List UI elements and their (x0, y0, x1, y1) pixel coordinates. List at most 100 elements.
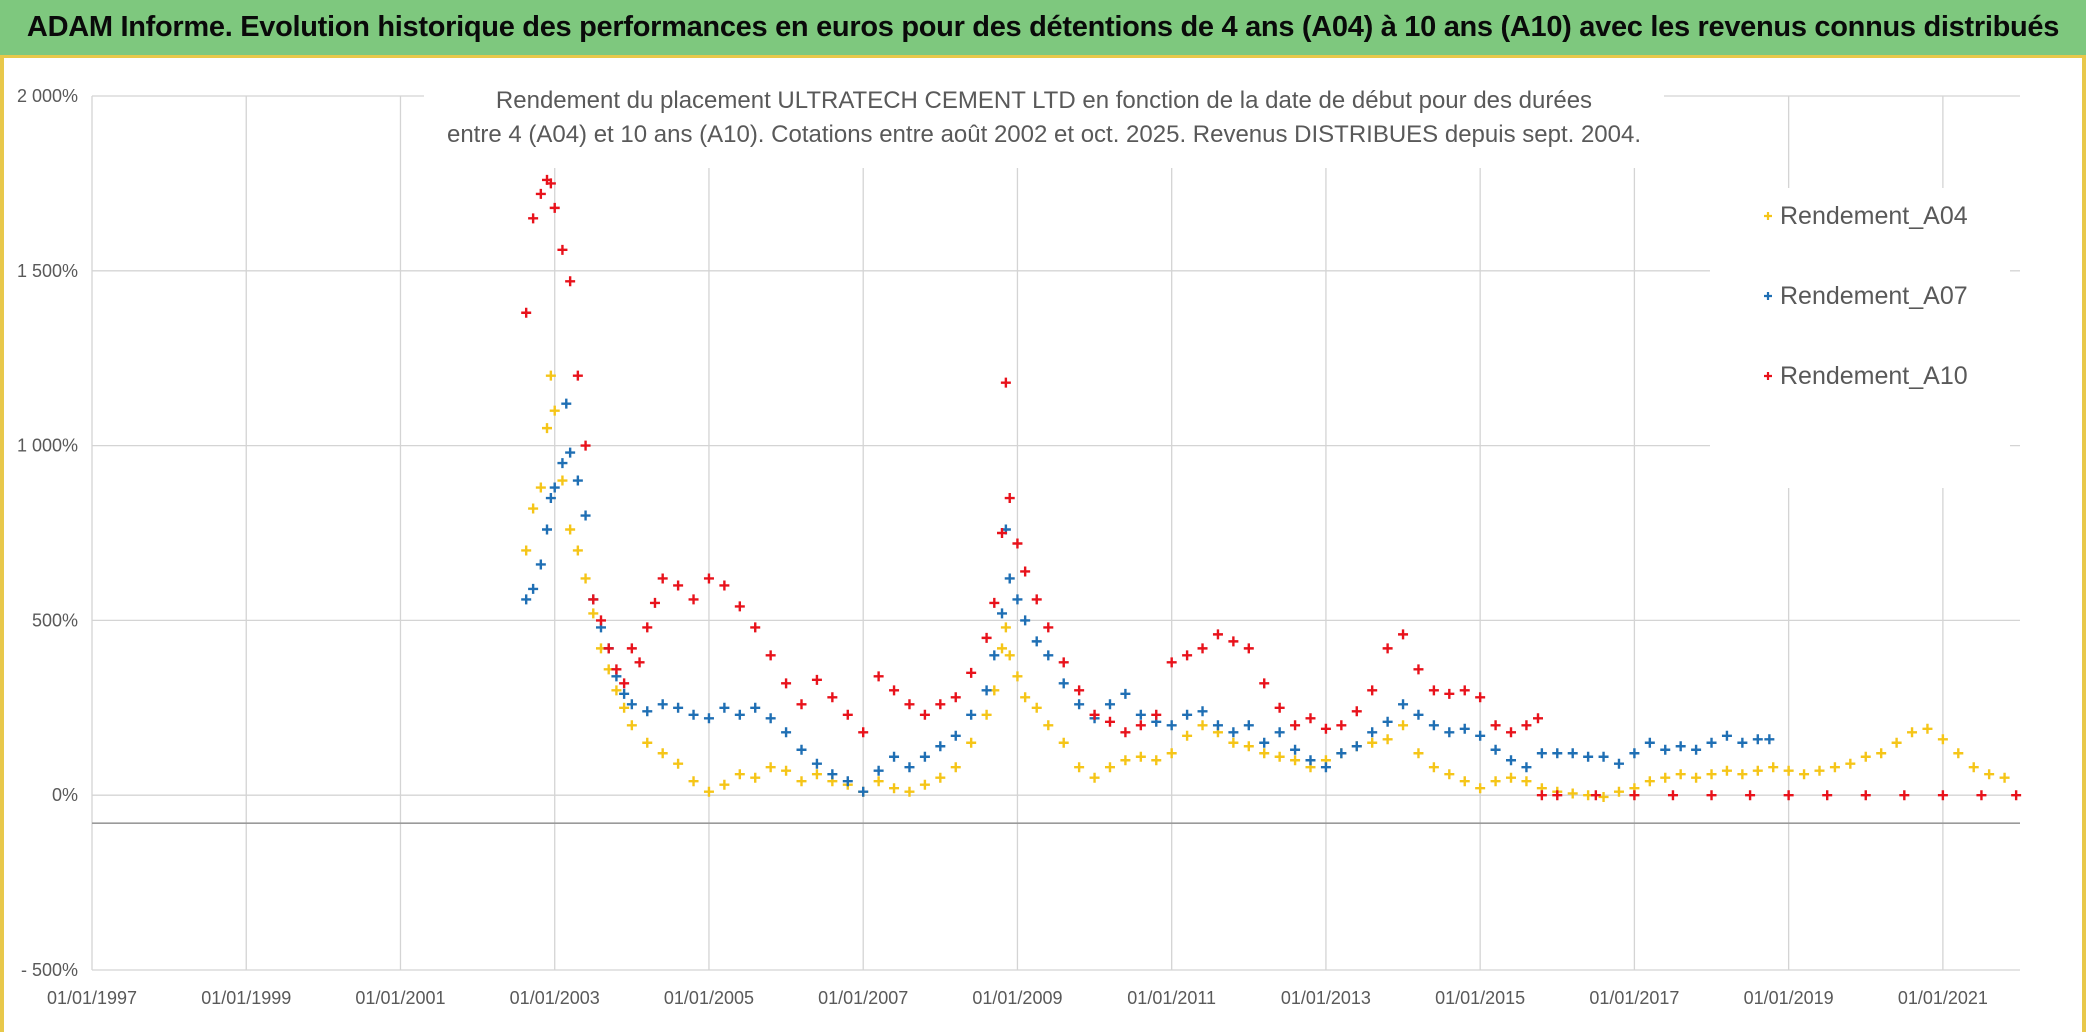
data-point (572, 545, 583, 556)
data-point (1243, 720, 1254, 731)
data-point (842, 776, 853, 787)
data-point (1999, 772, 2010, 783)
data-point (904, 762, 915, 773)
data-point (1629, 748, 1640, 759)
legend-marker (1764, 292, 1772, 300)
data-point (1197, 720, 1208, 731)
data-point (1382, 643, 1393, 654)
data-point (1444, 727, 1455, 738)
data-point (873, 671, 884, 682)
data-point (1031, 594, 1042, 605)
data-point (950, 692, 961, 703)
data-point (703, 786, 714, 797)
data-point (1104, 762, 1115, 773)
data-point (889, 783, 900, 794)
y-tick-label: 2 000% (17, 86, 78, 106)
x-tick-label: 01/01/2015 (1435, 988, 1525, 1008)
data-point (1228, 727, 1239, 738)
data-point (549, 482, 560, 493)
data-point (557, 458, 568, 469)
data-point (811, 758, 822, 769)
data-point (545, 493, 556, 504)
data-point (1752, 765, 1763, 776)
legend-label: Rendement_A07 (1780, 282, 1968, 310)
data-point (1074, 699, 1085, 710)
data-point (557, 475, 568, 486)
data-point (1428, 720, 1439, 731)
data-point (750, 622, 761, 633)
chart-frame: - 500% 0% 500% 1 000% 1 500% 2 000% 01/01/1997… (0, 58, 2086, 1032)
data-point (989, 650, 1000, 661)
x-tick-label: 01/01/2013 (1281, 988, 1371, 1008)
data-point (673, 758, 684, 769)
data-point (1151, 755, 1162, 766)
data-point (1922, 723, 1933, 734)
data-point (1020, 566, 1031, 577)
data-point (827, 692, 838, 703)
data-point (580, 573, 591, 584)
data-point (572, 370, 583, 381)
data-point (626, 643, 637, 654)
y-tick-label: 1 000% (17, 436, 78, 456)
data-point (997, 528, 1008, 538)
data-point (1120, 755, 1131, 766)
data-point (549, 202, 560, 213)
data-point (1667, 790, 1678, 801)
legend-marker (1764, 372, 1772, 380)
data-point (626, 720, 637, 731)
data-point (1351, 706, 1362, 717)
data-point (842, 709, 853, 720)
data-point (1104, 699, 1115, 710)
data-point (811, 674, 822, 685)
data-point (626, 699, 637, 710)
data-point (1984, 769, 1995, 780)
data-point (1583, 751, 1594, 762)
data-point (1428, 762, 1439, 773)
data-point (1706, 737, 1717, 748)
legend-label: Rendement_A04 (1780, 202, 1968, 230)
data-point (595, 615, 606, 626)
data-point (1552, 748, 1563, 759)
data-point (1031, 636, 1042, 647)
data-point (1860, 790, 1871, 801)
x-tick-label: 01/01/2003 (510, 988, 600, 1008)
data-point (1259, 748, 1270, 759)
x-tick-label: 01/01/2011 (1127, 988, 1216, 1008)
data-point (1644, 776, 1655, 787)
data-point (1135, 720, 1146, 731)
data-point (565, 524, 576, 535)
data-point (642, 737, 653, 748)
data-point (1166, 657, 1177, 668)
data-point (1660, 772, 1671, 783)
data-point (1533, 713, 1543, 724)
data-point (521, 307, 532, 318)
data-point (611, 664, 622, 675)
data-point (1475, 692, 1486, 703)
series-a10 (521, 174, 2022, 801)
data-point (1166, 720, 1177, 731)
data-point (904, 786, 915, 797)
data-point (719, 580, 730, 591)
data-point (1845, 758, 1856, 769)
data-point (535, 482, 546, 493)
data-point (572, 475, 583, 486)
x-tick-label: 01/01/2007 (818, 988, 908, 1008)
chart-title-line: Rendement du placement ULTRATECH CEMENT … (496, 87, 1592, 114)
data-point (1752, 734, 1763, 745)
data-point (657, 573, 668, 584)
data-point (1212, 629, 1223, 640)
legend-marker (1764, 212, 1772, 220)
data-point (935, 699, 946, 710)
series-a07 (521, 398, 1775, 797)
data-point (535, 559, 546, 570)
data-point (545, 370, 556, 381)
data-point (919, 709, 930, 720)
data-point (750, 772, 761, 783)
data-point (1058, 737, 1069, 748)
data-point (642, 622, 653, 633)
data-point (688, 594, 699, 605)
data-point (1043, 720, 1054, 731)
data-point (1290, 720, 1301, 731)
data-point (1521, 776, 1532, 787)
data-point (657, 748, 668, 759)
